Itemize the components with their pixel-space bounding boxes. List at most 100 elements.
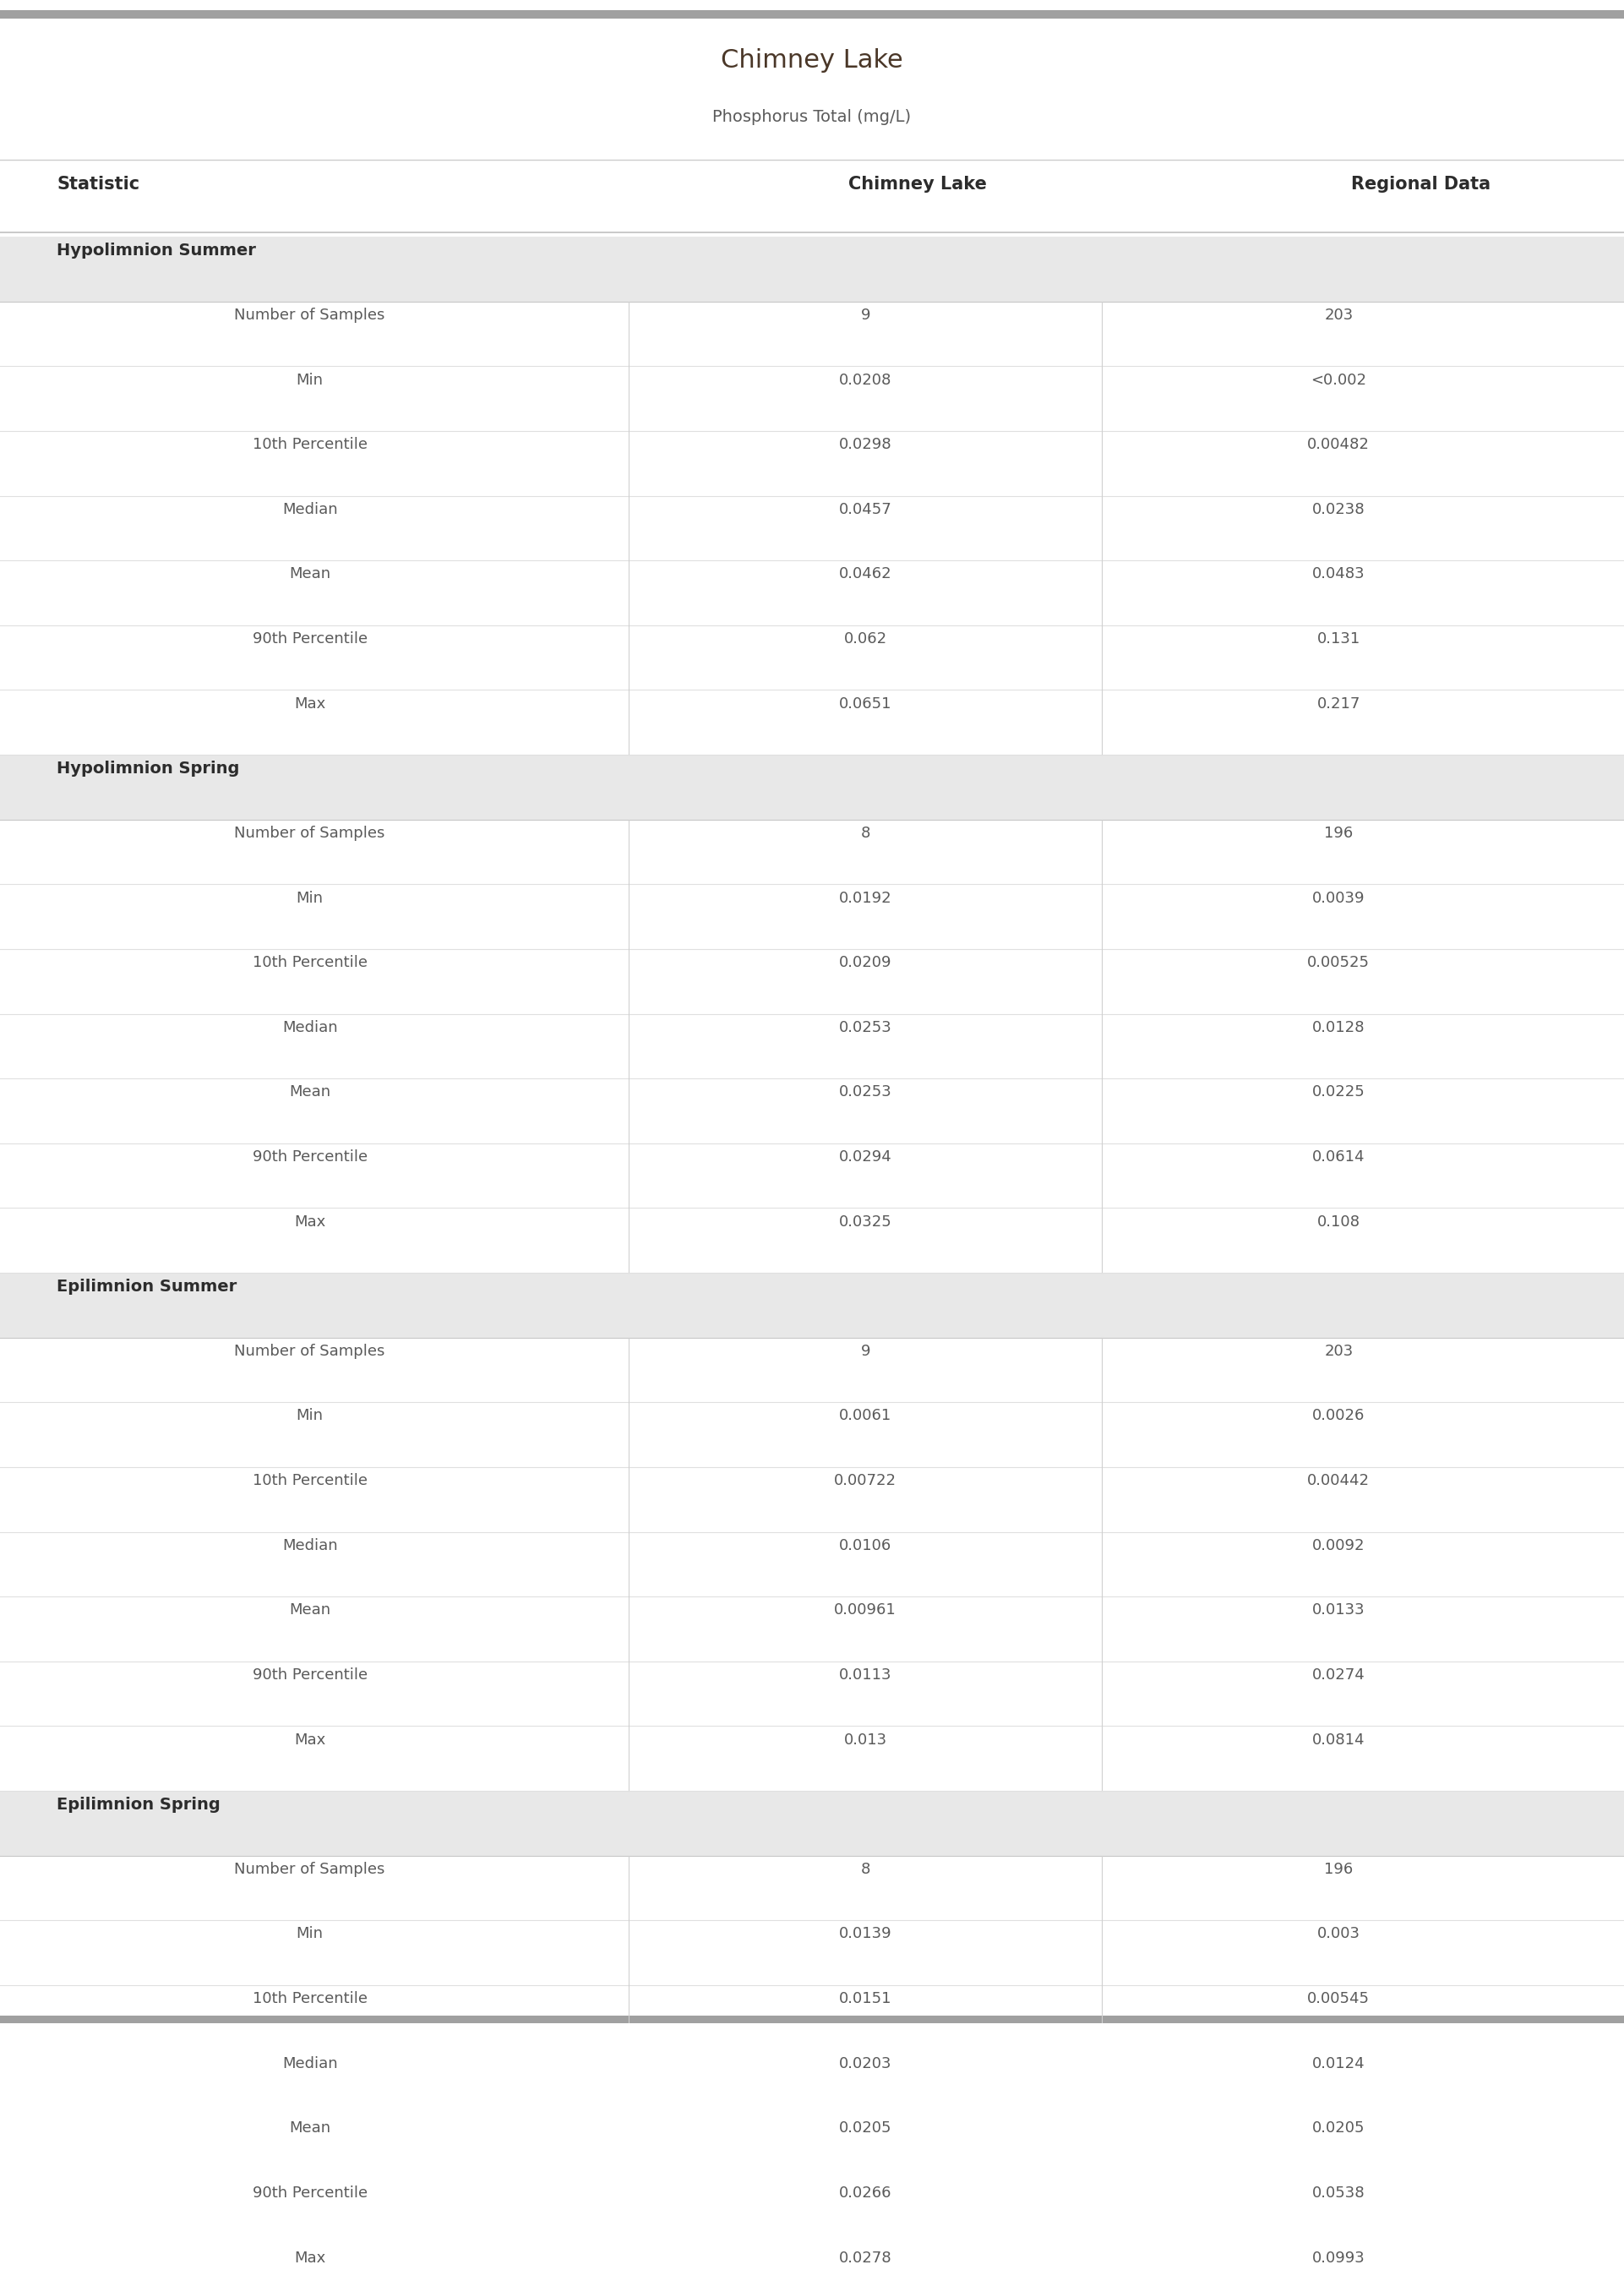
Bar <box>0 1466 1624 1532</box>
Text: 8: 8 <box>861 826 870 840</box>
Text: Regional Data: Regional Data <box>1351 177 1491 193</box>
Text: 10th Percentile: 10th Percentile <box>252 956 367 969</box>
Text: Epilimnion Summer: Epilimnion Summer <box>57 1278 237 1294</box>
Bar <box>0 2016 1624 2023</box>
Text: 0.0651: 0.0651 <box>840 697 892 711</box>
Bar <box>0 302 1624 365</box>
Bar <box>0 885 1624 949</box>
Text: 0.0814: 0.0814 <box>1312 1732 1366 1748</box>
Text: 9: 9 <box>861 1344 870 1360</box>
Text: 0.0205: 0.0205 <box>840 2120 892 2136</box>
Text: 0.0325: 0.0325 <box>840 1214 892 1230</box>
Text: 0.0192: 0.0192 <box>840 890 892 906</box>
Bar <box>0 1015 1624 1078</box>
Text: 0.217: 0.217 <box>1317 697 1361 711</box>
Text: 196: 196 <box>1324 826 1353 840</box>
Text: Max: Max <box>294 697 325 711</box>
Bar <box>0 2050 1624 2116</box>
Text: Max: Max <box>294 2250 325 2265</box>
Bar <box>0 1596 1624 1662</box>
Text: 0.00482: 0.00482 <box>1307 438 1371 452</box>
Bar <box>0 1208 1624 1273</box>
Text: 0.0061: 0.0061 <box>840 1407 892 1423</box>
Text: Hypolimnion Spring: Hypolimnion Spring <box>57 760 240 776</box>
Text: 0.0538: 0.0538 <box>1312 2186 1366 2200</box>
Bar <box>0 2245 1624 2270</box>
Bar <box>0 1791 1624 1855</box>
Text: Hypolimnion Summer: Hypolimnion Summer <box>57 243 257 259</box>
Text: 0.0238: 0.0238 <box>1312 502 1366 518</box>
Bar <box>0 2116 1624 2179</box>
Text: 0.0483: 0.0483 <box>1312 568 1366 581</box>
Bar <box>0 1920 1624 1984</box>
Text: Max: Max <box>294 1732 325 1748</box>
Text: 0.00545: 0.00545 <box>1307 1991 1371 2007</box>
Text: Min: Min <box>296 1927 323 1941</box>
Bar <box>0 1532 1624 1596</box>
Text: 0.0124: 0.0124 <box>1312 2057 1366 2070</box>
Text: 0.0026: 0.0026 <box>1312 1407 1366 1423</box>
Text: 0.013: 0.013 <box>844 1732 887 1748</box>
Bar <box>0 495 1624 561</box>
Text: 90th Percentile: 90th Percentile <box>252 1149 367 1165</box>
Text: Min: Min <box>296 372 323 388</box>
Text: 90th Percentile: 90th Percentile <box>252 631 367 647</box>
Bar <box>0 624 1624 690</box>
Text: 196: 196 <box>1324 1861 1353 1877</box>
Text: 0.0039: 0.0039 <box>1312 890 1366 906</box>
Text: 0.0278: 0.0278 <box>840 2250 892 2265</box>
Text: Max: Max <box>294 1214 325 1230</box>
Text: 0.0457: 0.0457 <box>840 502 892 518</box>
Bar <box>0 1403 1624 1466</box>
Text: 0.00442: 0.00442 <box>1307 1473 1371 1489</box>
Text: <0.002: <0.002 <box>1311 372 1366 388</box>
Text: 0.0225: 0.0225 <box>1312 1085 1366 1101</box>
Text: Median: Median <box>283 1537 338 1553</box>
Text: Epilimnion Spring: Epilimnion Spring <box>57 1798 221 1814</box>
Text: 0.0614: 0.0614 <box>1312 1149 1366 1165</box>
Bar <box>0 949 1624 1015</box>
Text: Number of Samples: Number of Samples <box>234 1861 385 1877</box>
Text: 0.0139: 0.0139 <box>840 1927 892 1941</box>
Text: 0.0209: 0.0209 <box>840 956 892 969</box>
Text: Median: Median <box>283 2057 338 2070</box>
Bar <box>0 1725 1624 1791</box>
Text: Chimney Lake: Chimney Lake <box>848 177 987 193</box>
Text: 0.0203: 0.0203 <box>840 2057 892 2070</box>
Bar <box>0 236 1624 302</box>
Text: 0.0092: 0.0092 <box>1312 1537 1366 1553</box>
Text: 0.00722: 0.00722 <box>835 1473 896 1489</box>
Text: 0.0151: 0.0151 <box>840 1991 892 2007</box>
Bar <box>0 1337 1624 1403</box>
Text: 10th Percentile: 10th Percentile <box>252 438 367 452</box>
Text: Statistic: Statistic <box>57 177 140 193</box>
Text: 0.0298: 0.0298 <box>840 438 892 452</box>
Text: 0.108: 0.108 <box>1317 1214 1361 1230</box>
Text: 0.0253: 0.0253 <box>840 1019 892 1035</box>
Bar <box>0 690 1624 756</box>
Bar <box>0 2179 1624 2245</box>
Text: 0.0133: 0.0133 <box>1312 1603 1366 1619</box>
Bar <box>0 1662 1624 1725</box>
Bar <box>0 1144 1624 1208</box>
Text: 9: 9 <box>861 306 870 322</box>
Bar <box>0 1855 1624 1920</box>
Text: Mean: Mean <box>289 1085 331 1101</box>
Text: 0.0253: 0.0253 <box>840 1085 892 1101</box>
Text: Mean: Mean <box>289 2120 331 2136</box>
Text: 0.0208: 0.0208 <box>840 372 892 388</box>
Bar <box>0 561 1624 624</box>
Bar <box>0 1984 1624 2050</box>
Bar <box>0 431 1624 495</box>
Text: Chimney Lake: Chimney Lake <box>721 48 903 73</box>
Text: 8: 8 <box>861 1861 870 1877</box>
Bar <box>0 819 1624 885</box>
Text: 0.0205: 0.0205 <box>1312 2120 1366 2136</box>
Text: 203: 203 <box>1324 306 1353 322</box>
Text: 0.00525: 0.00525 <box>1307 956 1371 969</box>
Bar <box>0 1078 1624 1144</box>
Text: 0.003: 0.003 <box>1317 1927 1361 1941</box>
Text: 10th Percentile: 10th Percentile <box>252 1473 367 1489</box>
Text: Number of Samples: Number of Samples <box>234 826 385 840</box>
Text: 0.0274: 0.0274 <box>1312 1668 1366 1682</box>
